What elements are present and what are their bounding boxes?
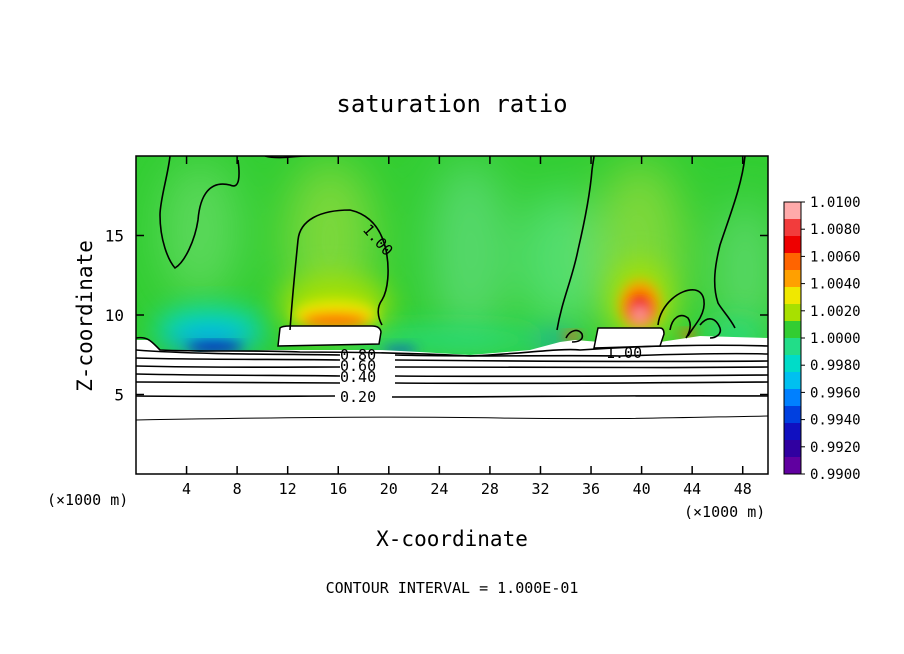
y-tick-label: 15 — [105, 227, 124, 246]
x-tick-label: 16 — [329, 480, 347, 498]
field-patch — [301, 313, 369, 327]
colorbar-tick-label: 0.9980 — [810, 358, 861, 374]
x-tick-label: 8 — [233, 480, 242, 498]
contour-lines — [136, 156, 768, 421]
colorbar-tick-label: 0.9960 — [810, 385, 861, 401]
field-patch — [187, 343, 243, 351]
colorbar-tick-label: 0.9900 — [810, 467, 861, 483]
contour-line — [556, 156, 595, 331]
field-patch — [634, 306, 646, 322]
x-tick-label: 40 — [633, 480, 651, 498]
colorbar-cell — [784, 287, 801, 305]
contour-line — [565, 329, 584, 343]
contour-line — [289, 209, 389, 331]
contour-label: 0.20 — [340, 388, 376, 406]
y-tick-label: 5 — [114, 386, 124, 405]
field-patch — [330, 330, 550, 350]
x-tick-label: 4 — [182, 480, 191, 498]
x-axis-units-left: (×1000 m) — [47, 491, 128, 509]
x-tick-label: 12 — [279, 480, 297, 498]
colorbar-tick-label: 1.0040 — [810, 277, 861, 293]
contour-line — [657, 289, 705, 337]
colorbar-cells — [784, 202, 801, 475]
colorbar-tick-label: 1.0020 — [810, 304, 861, 320]
colorbar-cell — [784, 202, 801, 220]
colorbar-tick-label: 1.0060 — [810, 249, 861, 265]
x-tick-label: 20 — [380, 480, 398, 498]
heatmap-field — [136, 156, 768, 474]
contour-line — [136, 381, 768, 385]
x-tick-label: 28 — [481, 480, 499, 498]
contour-label: 0.60 — [340, 357, 376, 375]
lower-white-region — [136, 336, 768, 474]
field-patch — [160, 160, 240, 300]
contour-line — [699, 318, 722, 339]
colorbar-cell — [784, 304, 801, 322]
contour-label: 1.00 — [606, 344, 642, 362]
cloud-region — [277, 325, 382, 347]
x-axis-label: X-coordinate — [376, 527, 528, 551]
contour-line — [136, 349, 768, 357]
contour-line — [136, 373, 768, 378]
colorbar-tick-label: 1.0100 — [810, 195, 861, 211]
x-tick-label: 32 — [531, 480, 549, 498]
colorbar-cell — [784, 253, 801, 271]
field-patch — [520, 190, 600, 330]
contour-line — [136, 394, 768, 398]
colorbar-cell — [784, 236, 801, 254]
colorbar-tick-label: 1.0000 — [810, 331, 861, 347]
colorbar-cell — [784, 338, 801, 356]
x-axis-ticks: 4 8 12 16 20 24 28 32 36 40 44 48 — [182, 156, 752, 498]
colorbar-tick-label: 0.9920 — [810, 440, 861, 456]
colorbar-cell — [784, 355, 801, 373]
colorbar-cell — [784, 270, 801, 288]
colorbar-cell — [784, 372, 801, 390]
contour-line — [669, 314, 691, 339]
colorbar-ticks: 1.0100 1.0080 1.0060 1.0040 1.0020 1.0000 0.99… — [801, 195, 861, 483]
contour-line — [713, 156, 746, 329]
colorbar-cell — [784, 423, 801, 441]
contour-interval-note: CONTOUR INTERVAL = 1.000E-01 — [326, 579, 579, 597]
colorbar-tick-label: 1.0080 — [810, 222, 861, 238]
contour-line — [136, 365, 768, 369]
field-patch — [430, 160, 510, 340]
x-tick-label: 48 — [734, 480, 752, 498]
colorbar: 1.0100 1.0080 1.0060 1.0040 1.0020 1.0000 0.99… — [783, 195, 861, 483]
y-axis-ticks: 5 10 15 — [105, 227, 768, 405]
contour-line — [136, 415, 768, 421]
y-axis-label: Z-coordinate — [73, 240, 97, 392]
chart-title: saturation ratio — [336, 90, 567, 118]
colorbar-cell — [784, 219, 801, 237]
x-tick-label: 44 — [683, 480, 701, 498]
colorbar-cell — [784, 457, 801, 475]
colorbar-cell — [784, 406, 801, 424]
colorbar-cell — [784, 321, 801, 339]
x-tick-label: 36 — [582, 480, 600, 498]
contour-line — [136, 336, 768, 357]
contour-line — [136, 357, 768, 363]
colorbar-cell — [784, 440, 801, 458]
y-tick-label: 10 — [105, 306, 124, 325]
colorbar-cell — [784, 389, 801, 407]
contour-label: 0.40 — [340, 368, 376, 386]
colorbar-tick-label: 0.9940 — [810, 413, 861, 429]
x-axis-units-right: (×1000 m) — [684, 503, 765, 521]
x-tick-label: 24 — [430, 480, 448, 498]
cloud-region — [593, 327, 665, 349]
field-patch — [715, 200, 768, 340]
contour-label: 0.80 — [340, 346, 376, 364]
